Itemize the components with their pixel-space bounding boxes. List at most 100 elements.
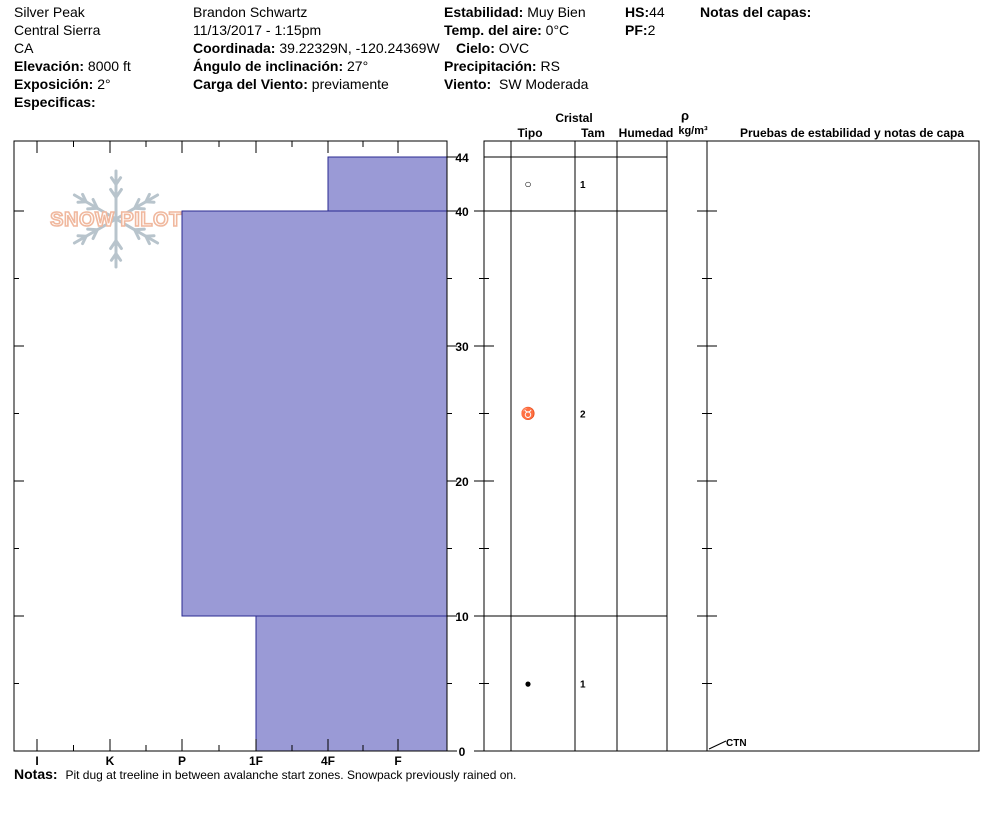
grain-size: 2 (580, 410, 586, 421)
site-state: CA (14, 40, 34, 56)
hardness-layers (181, 156, 448, 752)
crystal-symbol: ○ (524, 177, 531, 191)
observer-name: Brandon Schwartz (193, 4, 308, 20)
depth-label: 20 (455, 475, 469, 489)
snowflake-branch (76, 234, 88, 238)
hardness-frame (13, 140, 448, 752)
hardness-ticks: I K P 1F 4F F (35, 141, 402, 768)
stability-tests: CTN (708, 738, 747, 750)
header-type: Tipo (517, 126, 542, 140)
snowflake-branch (144, 200, 156, 204)
wind-value: SW Moderada (498, 76, 589, 92)
snowflake-branch (81, 192, 88, 204)
hs-value: 44 (649, 4, 665, 20)
hardness-label: I (35, 754, 38, 768)
wind-load-label: Carga del Viento: (193, 76, 308, 92)
header-size: Tam (581, 126, 605, 140)
grain-size: 1 (580, 680, 586, 691)
layer-notes-label: Notas del capas: (700, 4, 812, 20)
conditions-info: Estabilidad: Muy Bien Temp. del aire: 0°… (444, 3, 588, 93)
header-rho: ρ (681, 108, 689, 123)
precip-label: Precipitación: (444, 58, 537, 74)
air-temp-value: 0°C (545, 22, 570, 38)
hardness-layer (327, 156, 448, 212)
depth-label: 40 (455, 205, 469, 219)
depth-label: 30 (455, 340, 469, 354)
stability: Estabilidad: Muy Bien (444, 3, 588, 21)
snowflake-branch (109, 252, 118, 262)
depth-label: 44 (455, 151, 469, 165)
notes-text: Pit dug at treeline in between avalanche… (65, 768, 516, 782)
sky: Cielo: OVC (444, 39, 588, 57)
wind-loading: Carga del Viento: previamente (193, 75, 440, 93)
snowflake-branch (114, 188, 123, 199)
wind-label: Viento: (444, 76, 492, 92)
site-range: Central Sierra (14, 22, 101, 38)
slope-value: 27° (347, 58, 369, 74)
hardness-label: F (394, 754, 401, 768)
aspect-value: 2° (97, 76, 111, 92)
hardness-label: 4F (321, 754, 335, 768)
wind-load-value: previamente (311, 76, 389, 92)
elevation-label: Elevación: (14, 58, 85, 74)
observer-info: Brandon Schwartz 11/13/2017 - 1:15pm Coo… (193, 3, 440, 93)
depth-info: HS:44 PF:2 (625, 3, 665, 39)
crystal-symbol: ● (524, 677, 531, 691)
elevation-value: 8000 ft (87, 58, 131, 74)
layer-rows: ○ 1 ♉ 2 ● 1 (484, 156, 667, 691)
pf-value: 2 (647, 22, 656, 38)
snowflake-branch (114, 176, 123, 186)
observation-datetime: 11/13/2017 - 1:15pm (193, 22, 322, 38)
stability-label: Estabilidad: (444, 4, 524, 20)
depth-label: 0 (459, 745, 466, 759)
coord-label: Coordinada: (193, 40, 276, 56)
notes: Notas: Pit dug at treeline in between av… (14, 766, 516, 782)
notes-label: Notas: (14, 766, 58, 782)
sky-label: Cielo: (456, 40, 495, 56)
test-label: CTN (726, 738, 747, 749)
coordinates: Coordinada: 39.22329N, -120.24369W (193, 39, 440, 57)
slope-label: Ángulo de inclinación: (193, 58, 344, 74)
precipitation: Precipitación: RS (444, 57, 588, 75)
coord-value: 39.22329N, -120.24369W (279, 40, 440, 56)
hs-label: HS: (625, 4, 650, 20)
header-density-unit: kg/m³ (678, 125, 708, 137)
wind: Viento: SW Moderada (444, 75, 588, 93)
hardness-label: 1F (249, 754, 263, 768)
site-name: Silver Peak (14, 4, 85, 20)
pf: PF:2 (625, 21, 665, 39)
site-info: Silver Peak Central Sierra CA Elevación:… (14, 3, 131, 111)
hardness-layer (255, 615, 448, 752)
header-crystal: Cristal (555, 111, 592, 125)
snowpilot-logo: SNOW PILOT (49, 169, 182, 269)
snowflake-branch (86, 227, 99, 232)
stability-value: Muy Bien (527, 4, 586, 20)
crystal-symbol: ♉ (521, 407, 536, 421)
elevation: Elevación: 8000 ft (14, 57, 131, 75)
snowflake-branch (133, 206, 146, 211)
pf-label: PF: (625, 22, 648, 38)
sky-value: OVC (498, 40, 530, 56)
snowflake-branch (109, 239, 118, 250)
test-pointer (708, 740, 727, 750)
hs: HS:44 (625, 3, 665, 21)
snowflake-branch (144, 234, 151, 246)
slope-angle: Ángulo de inclinación: 27° (193, 57, 440, 75)
snowflake-branch (133, 228, 141, 240)
header-moisture: Humedad (619, 126, 674, 140)
layer-notes: Notas del capas: (700, 3, 811, 21)
aspect-label: Exposición: (14, 76, 94, 92)
specifics: Especificas: (14, 93, 131, 111)
layer-table (510, 141, 708, 751)
air-temp: Temp. del aire: 0°C (444, 21, 588, 39)
aspect: Exposición: 2° (14, 75, 131, 93)
air-temp-label: Temp. del aire: (444, 22, 542, 38)
precip-value: RS (540, 58, 560, 74)
header-tests: Pruebas de estabilidad y notas de capa (740, 126, 964, 140)
hardness-layer (181, 210, 448, 617)
specifics-label: Especificas: (14, 94, 96, 110)
snowflake-branch (91, 198, 99, 210)
layer-table-frame (483, 140, 980, 752)
hardness-label: P (178, 754, 186, 768)
